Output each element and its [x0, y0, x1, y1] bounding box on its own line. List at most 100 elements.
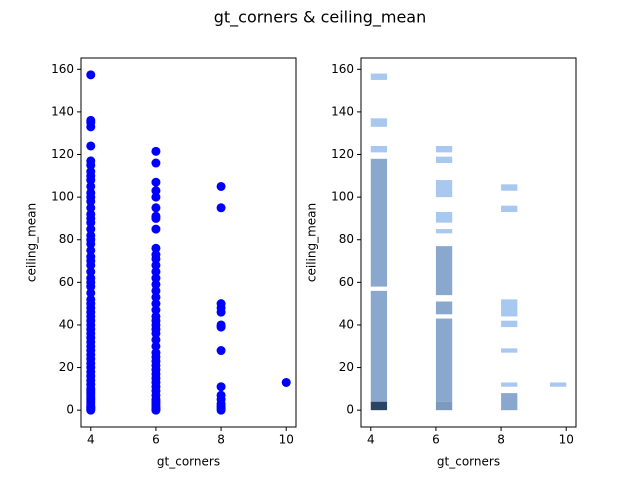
hist-cell [370, 158, 388, 287]
point [151, 341, 161, 351]
point [86, 141, 96, 151]
y-tick-label: 60 [339, 275, 354, 289]
point [86, 273, 96, 283]
hist-cell [501, 205, 518, 213]
point [151, 286, 161, 296]
point [86, 115, 96, 125]
point [151, 192, 161, 202]
point [151, 224, 161, 234]
y-tick-label: 40 [339, 317, 354, 331]
hist-cell [435, 212, 453, 223]
hist-cell [435, 246, 453, 296]
point [151, 243, 161, 253]
axes-frame [80, 57, 297, 428]
point [86, 230, 96, 240]
hist-cell [549, 382, 567, 387]
point [216, 382, 226, 392]
x-tick-label: 10 [279, 433, 294, 447]
y-tick-label: 100 [51, 190, 74, 204]
hist-cell [501, 299, 518, 317]
point [151, 146, 161, 156]
hist-cell [435, 229, 453, 234]
point [151, 273, 161, 283]
y-axis-label: ceiling_mean [305, 203, 319, 282]
y-tick-label: 140 [51, 104, 74, 118]
hist-cell [435, 401, 453, 411]
y-tick-label: 100 [331, 190, 354, 204]
point [151, 311, 161, 321]
x-tick-label: 4 [87, 433, 95, 447]
y-tick-label: 120 [331, 147, 354, 161]
hist-cell [435, 318, 453, 402]
x-tick-label: 6 [152, 433, 160, 447]
point [86, 156, 96, 166]
y-axis-label: ceiling_mean [25, 203, 39, 282]
hist-cell [435, 145, 453, 153]
point [216, 181, 226, 191]
y-tick-label: 60 [59, 275, 74, 289]
y-tick-label: 160 [331, 62, 354, 76]
x-axis-label: gt_corners [437, 455, 500, 469]
hist-cell [435, 180, 453, 198]
point [151, 158, 161, 168]
point [86, 294, 96, 304]
point [151, 305, 161, 315]
hist-cell [370, 401, 388, 411]
y-tick-label: 0 [66, 403, 74, 417]
y-tick-label: 20 [339, 360, 354, 374]
hist-cell [501, 348, 518, 353]
hist-cell [435, 301, 453, 315]
x-tick-label: 10 [559, 433, 574, 447]
point [151, 211, 161, 221]
point [151, 260, 161, 270]
point [151, 177, 161, 187]
y-tick-label: 80 [59, 232, 74, 246]
point [86, 70, 96, 80]
point [86, 245, 96, 255]
point [86, 267, 96, 277]
hist-cell [370, 145, 388, 153]
point [86, 252, 96, 262]
point [216, 299, 226, 309]
point [151, 279, 161, 289]
point [86, 288, 96, 298]
x-tick-label: 8 [217, 433, 225, 447]
point [86, 203, 96, 213]
point [86, 181, 96, 191]
point [151, 250, 161, 260]
hist-cell [370, 73, 388, 80]
hist-cell [370, 118, 388, 127]
x-tick-label: 8 [497, 433, 505, 447]
point [151, 203, 161, 213]
axes-frame [360, 57, 577, 428]
y-tick-label: 20 [59, 360, 74, 374]
x-axis-label: gt_corners [157, 455, 220, 469]
point [86, 188, 96, 198]
point [86, 224, 96, 234]
hist-cell [501, 393, 518, 411]
y-tick-label: 160 [51, 62, 74, 76]
point [216, 390, 226, 400]
point [151, 186, 161, 196]
x-tick-label: 4 [367, 433, 375, 447]
plot-area [370, 73, 567, 411]
hist-cell [501, 184, 518, 191]
point [86, 209, 96, 219]
point [151, 335, 161, 345]
point [151, 299, 161, 309]
point [151, 267, 161, 277]
point [151, 348, 161, 358]
figure-title: gt_corners & ceiling_mean [214, 8, 427, 28]
hist-cell [501, 320, 518, 328]
hist-cell [370, 290, 388, 402]
hist-cell [435, 156, 453, 164]
point [216, 320, 226, 330]
plot-area [86, 70, 291, 415]
y-tick-label: 0 [346, 403, 354, 417]
y-tick-label: 140 [331, 104, 354, 118]
y-tick-label: 80 [339, 232, 354, 246]
point [216, 203, 226, 213]
hist-cell [501, 382, 518, 387]
point [86, 167, 96, 177]
